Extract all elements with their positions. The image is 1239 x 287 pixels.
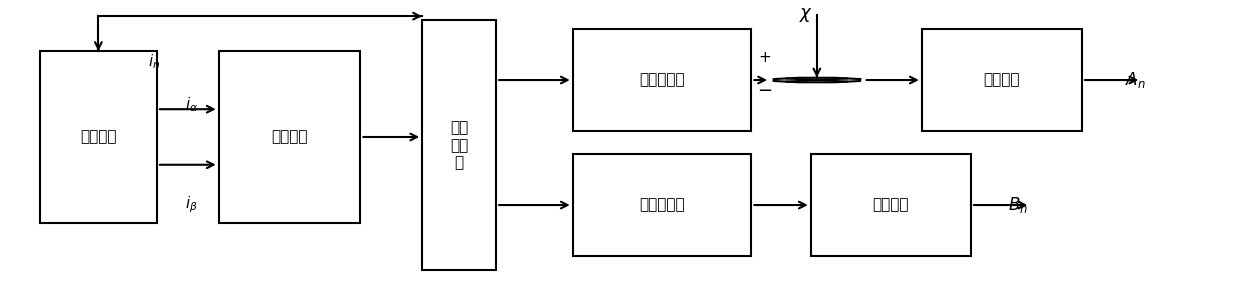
Text: 归一
化处
理: 归一 化处 理 xyxy=(450,121,468,170)
Text: 阈值判断: 阈值判断 xyxy=(872,197,909,213)
Text: 模值计算: 模值计算 xyxy=(271,129,307,144)
Text: −: − xyxy=(757,82,773,100)
Text: $i_\alpha$: $i_\alpha$ xyxy=(186,95,198,114)
Text: $\chi$: $\chi$ xyxy=(799,7,813,24)
Text: 坐标变换: 坐标变换 xyxy=(81,129,116,144)
Text: $A_n$: $A_n$ xyxy=(1125,70,1146,90)
Text: 周期平均值: 周期平均值 xyxy=(639,197,685,213)
Text: 阈值判断: 阈值判断 xyxy=(984,73,1020,88)
Text: $B_n$: $B_n$ xyxy=(1009,195,1028,215)
Bar xyxy=(810,154,971,257)
Text: +: + xyxy=(758,50,772,65)
Bar xyxy=(218,51,361,223)
Text: $i_n$: $i_n$ xyxy=(149,53,161,71)
Bar xyxy=(40,51,157,223)
Bar xyxy=(922,29,1082,131)
Bar xyxy=(572,154,752,257)
Bar xyxy=(572,29,752,131)
Text: 绝对平均值: 绝对平均值 xyxy=(639,73,685,88)
Bar xyxy=(422,20,496,270)
Text: $i_\beta$: $i_\beta$ xyxy=(186,195,198,215)
